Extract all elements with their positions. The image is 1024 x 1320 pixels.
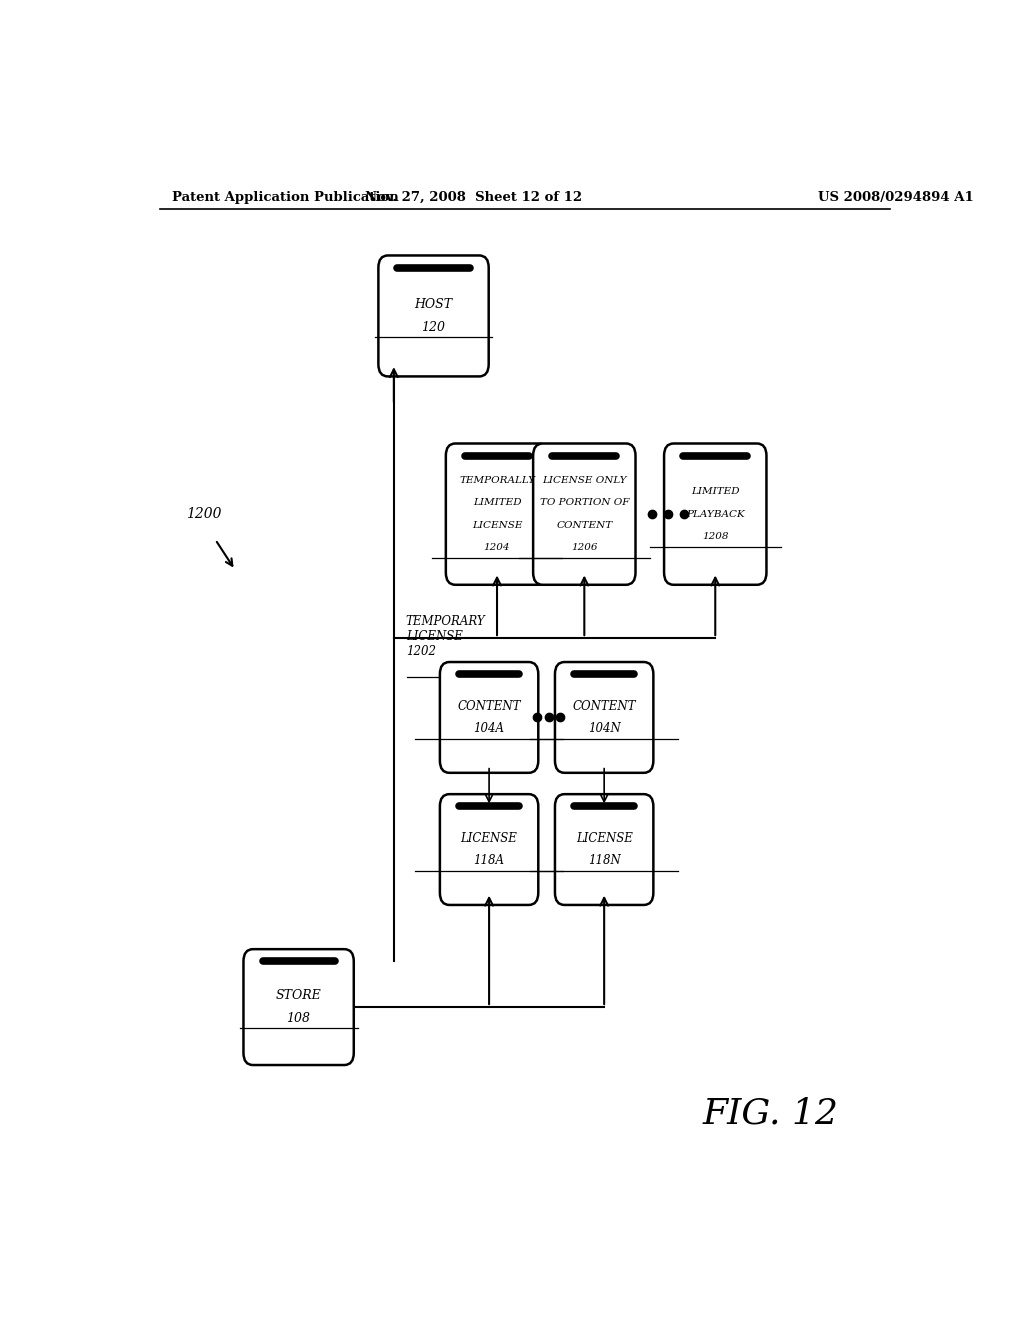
- FancyBboxPatch shape: [555, 663, 653, 772]
- FancyBboxPatch shape: [445, 444, 548, 585]
- FancyBboxPatch shape: [440, 795, 539, 906]
- FancyBboxPatch shape: [665, 444, 766, 585]
- Text: LIMITED: LIMITED: [473, 499, 521, 507]
- Text: LICENSE ONLY: LICENSE ONLY: [542, 477, 627, 484]
- Text: TO PORTION OF: TO PORTION OF: [540, 499, 629, 507]
- FancyBboxPatch shape: [555, 795, 653, 906]
- Text: TEMPORARY
LICENSE
1202: TEMPORARY LICENSE 1202: [406, 615, 485, 657]
- Text: 120: 120: [422, 321, 445, 334]
- Text: LIMITED: LIMITED: [691, 487, 739, 496]
- Text: 118N: 118N: [588, 854, 621, 867]
- Text: LICENSE: LICENSE: [472, 521, 522, 529]
- Text: STORE: STORE: [275, 990, 322, 1002]
- Text: Patent Application Publication: Patent Application Publication: [172, 190, 398, 203]
- Text: LICENSE: LICENSE: [461, 832, 517, 845]
- Text: 1204: 1204: [483, 544, 510, 552]
- FancyBboxPatch shape: [534, 444, 636, 585]
- Text: HOST: HOST: [415, 298, 453, 312]
- Text: 104A: 104A: [473, 722, 505, 735]
- Text: 104N: 104N: [588, 722, 621, 735]
- FancyBboxPatch shape: [440, 663, 539, 772]
- Text: CONTENT: CONTENT: [556, 521, 612, 529]
- Text: FIG. 12: FIG. 12: [702, 1097, 839, 1131]
- Text: CONTENT: CONTENT: [572, 700, 636, 713]
- Text: Nov. 27, 2008  Sheet 12 of 12: Nov. 27, 2008 Sheet 12 of 12: [365, 190, 582, 203]
- Text: 1200: 1200: [185, 507, 221, 521]
- Text: US 2008/0294894 A1: US 2008/0294894 A1: [818, 190, 974, 203]
- Text: PLAYBACK: PLAYBACK: [686, 510, 744, 519]
- Text: 108: 108: [287, 1011, 310, 1024]
- FancyBboxPatch shape: [379, 256, 488, 376]
- FancyBboxPatch shape: [244, 949, 353, 1065]
- Text: CONTENT: CONTENT: [458, 700, 521, 713]
- Text: TEMPORALLY: TEMPORALLY: [459, 477, 535, 484]
- Text: 1208: 1208: [702, 532, 728, 541]
- Text: LICENSE: LICENSE: [575, 832, 633, 845]
- Text: 1206: 1206: [571, 544, 598, 552]
- Text: 118A: 118A: [473, 854, 505, 867]
